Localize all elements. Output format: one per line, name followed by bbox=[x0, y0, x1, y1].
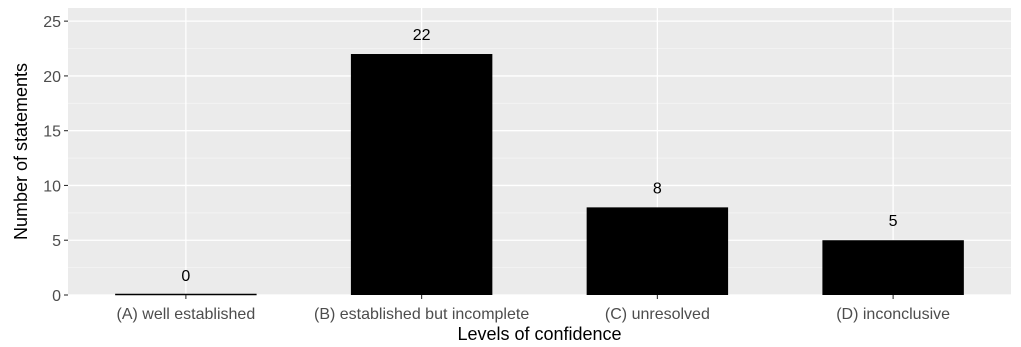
x-tick-label: (D) inconclusive bbox=[836, 306, 950, 323]
bars-group bbox=[115, 54, 964, 296]
y-tick-label: 5 bbox=[52, 233, 61, 250]
x-axis-ticks: (A) well established (B) established but … bbox=[117, 295, 950, 323]
bar-2 bbox=[350, 54, 493, 296]
y-tick-label: 25 bbox=[43, 14, 61, 31]
data-label-3: 8 bbox=[653, 180, 662, 197]
x-tick-label: (B) established but incomplete bbox=[314, 306, 529, 323]
data-label-4: 5 bbox=[889, 213, 898, 230]
y-tick-label: 20 bbox=[43, 69, 61, 86]
y-axis-ticks: 0 5 10 15 20 25 bbox=[43, 14, 68, 305]
y-tick-label: 0 bbox=[52, 288, 61, 305]
x-tick-label: (A) well established bbox=[117, 306, 256, 323]
bar-3 bbox=[586, 207, 729, 295]
y-tick-label: 10 bbox=[43, 178, 61, 195]
data-label-2: 22 bbox=[413, 27, 431, 44]
y-axis-title: Number of statements bbox=[11, 63, 31, 240]
data-labels-group: 0 22 8 5 bbox=[181, 27, 897, 285]
data-label-1: 0 bbox=[181, 268, 190, 285]
x-axis-title: Levels of confidence bbox=[457, 324, 621, 342]
y-tick-label: 15 bbox=[43, 124, 61, 141]
bar-4 bbox=[822, 240, 964, 295]
x-tick-label: (C) unresolved bbox=[605, 306, 710, 323]
